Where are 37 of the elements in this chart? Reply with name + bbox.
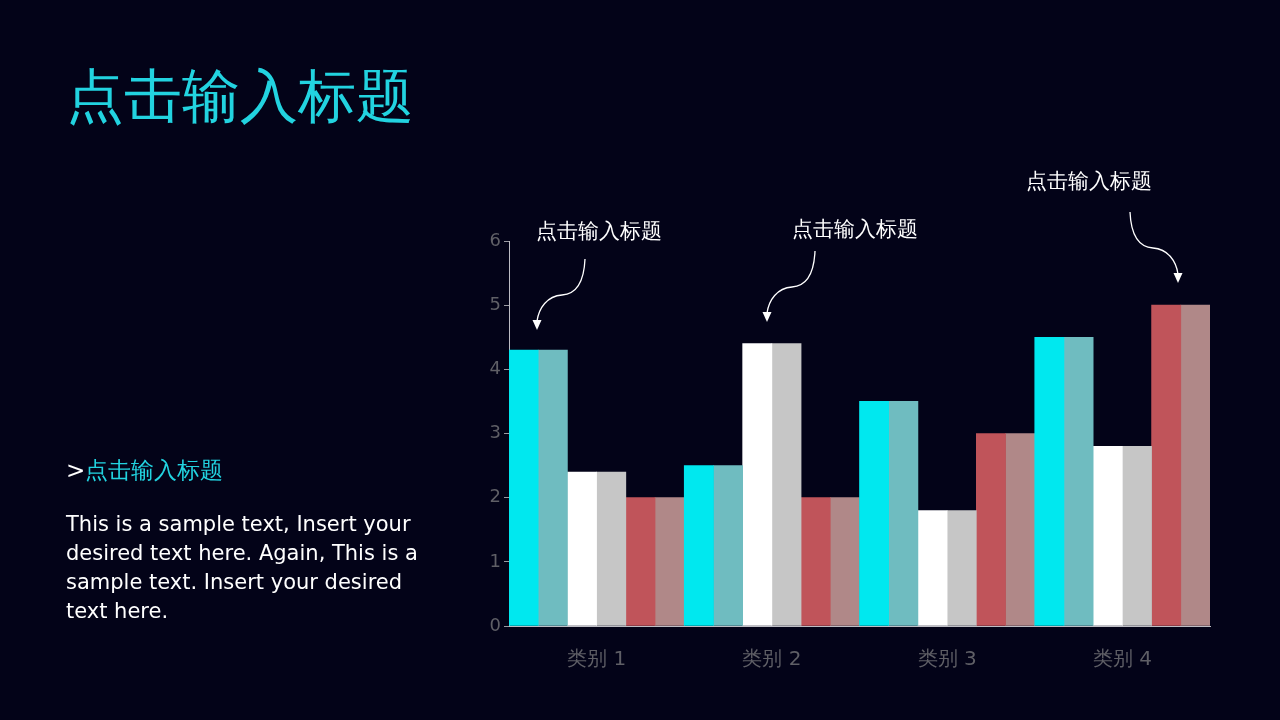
bar [1034, 336, 1065, 626]
bar [654, 497, 685, 626]
bar [1151, 304, 1182, 626]
bar [683, 465, 714, 626]
bar [800, 497, 831, 626]
bar [713, 465, 743, 626]
x-tick-label: 类别 2 [742, 646, 802, 671]
y-tick-label: 5 [489, 292, 501, 314]
text: This is a sample text, Insert your desired text here. Again, This is a sample text. Insert your desired text here. [66, 511, 419, 625]
text: 点击输入标题 [792, 216, 918, 242]
text: >点击输入标题 [66, 456, 224, 485]
y-tick-label: 4 [489, 357, 501, 379]
bar [917, 510, 948, 626]
bar [567, 471, 597, 626]
bar [1092, 446, 1123, 626]
bar [1180, 304, 1210, 626]
bar [1005, 433, 1036, 626]
y-tick-label: 1 [489, 549, 501, 571]
y-tick-label: 2 [489, 485, 501, 507]
bar [509, 349, 539, 626]
bar [625, 497, 656, 626]
bar [742, 343, 773, 626]
bar [888, 401, 919, 626]
bar [859, 401, 890, 626]
bar [1063, 336, 1094, 626]
bar [829, 497, 860, 626]
annotation: 点击输入标题 [536, 218, 662, 244]
bar [537, 349, 568, 626]
chart-title: 点击输入标题 [66, 61, 414, 132]
bar [976, 433, 1006, 626]
x-tick-label: 类别 1 [567, 646, 627, 671]
text: 点击输入标题 [1026, 168, 1152, 194]
y-tick-label: 0 [489, 613, 501, 635]
y-tick-label: 6 [489, 228, 501, 250]
y-tick-label: 3 [489, 421, 501, 443]
x-tick-label: 类别 4 [1092, 646, 1152, 671]
x-tick-label: 类别 3 [917, 646, 977, 671]
